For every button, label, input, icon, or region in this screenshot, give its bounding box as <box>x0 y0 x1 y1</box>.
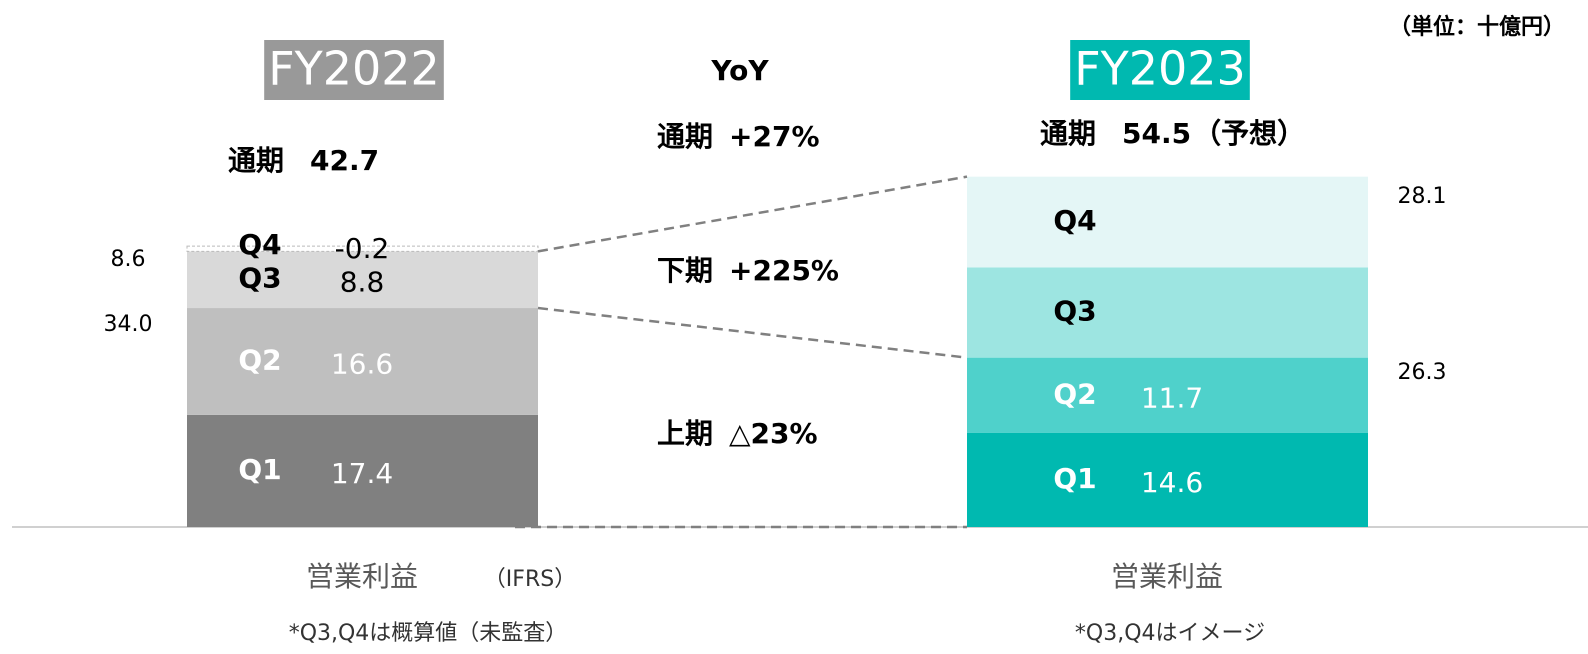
total-note: （予想） <box>1193 117 1305 150</box>
bar-segment <box>967 432 1368 527</box>
bar-segment <box>967 267 1368 358</box>
segment-value: 8.8 <box>340 266 385 299</box>
connector <box>537 175 968 253</box>
yoy-value: △23% <box>729 417 818 450</box>
half-total: 26.3 <box>1398 360 1447 385</box>
segment-category: Q3 <box>1053 295 1096 328</box>
half-total: 28.1 <box>1398 184 1447 209</box>
bar-segment <box>187 308 538 415</box>
segment-category: Q1 <box>238 453 281 486</box>
total-value: 54.5 <box>1122 117 1191 150</box>
yoy-label: 上期 <box>657 417 713 450</box>
title-background <box>1070 40 1250 100</box>
footnote: *Q3,Q4はイメージ <box>1075 621 1265 646</box>
total-label: 通期 <box>228 144 284 177</box>
chart-title: FY2023 <box>1074 42 1246 96</box>
yoy-title: YoY <box>710 54 769 87</box>
x-label-note: （IFRS） <box>484 567 576 592</box>
yoy-value: +225% <box>729 254 839 287</box>
bar-segment <box>967 176 1368 268</box>
total-value: 42.7 <box>310 144 379 177</box>
yoy-value: +27% <box>729 120 819 153</box>
x-label: 営業利益 <box>306 560 418 593</box>
segment-category: Q2 <box>1053 377 1096 410</box>
half-total: 34.0 <box>104 312 153 337</box>
segment-category: Q2 <box>238 343 281 376</box>
bar-segment <box>187 251 538 309</box>
yoy-label: 通期 <box>657 120 713 153</box>
bar-segment <box>186 245 539 252</box>
segment-value: 11.7 <box>1141 381 1203 414</box>
yoy-label: 下期 <box>657 254 713 287</box>
chart-title: FY2022 <box>268 42 440 96</box>
title-background <box>264 40 444 100</box>
segment-value: 14.6 <box>1141 466 1203 499</box>
segment-category: Q1 <box>1053 462 1096 495</box>
bar-segment <box>967 357 1368 433</box>
segment-value: 17.4 <box>331 457 393 490</box>
x-label: 営業利益 <box>1111 560 1223 593</box>
bar-segment <box>187 414 538 527</box>
half-total: 8.6 <box>111 247 146 272</box>
segment-value: -0.2 <box>335 232 390 265</box>
footnote: *Q3,Q4は概算値（未監査） <box>289 621 568 646</box>
segment-category: Q4 <box>1053 204 1096 237</box>
segment-value: 16.6 <box>331 347 393 380</box>
segment-category: Q3 <box>238 262 281 295</box>
segment-category: Q4 <box>238 228 281 261</box>
unit: （単位：十億円） <box>1389 14 1565 40</box>
total-label: 通期 <box>1040 117 1096 150</box>
connector <box>537 306 968 359</box>
